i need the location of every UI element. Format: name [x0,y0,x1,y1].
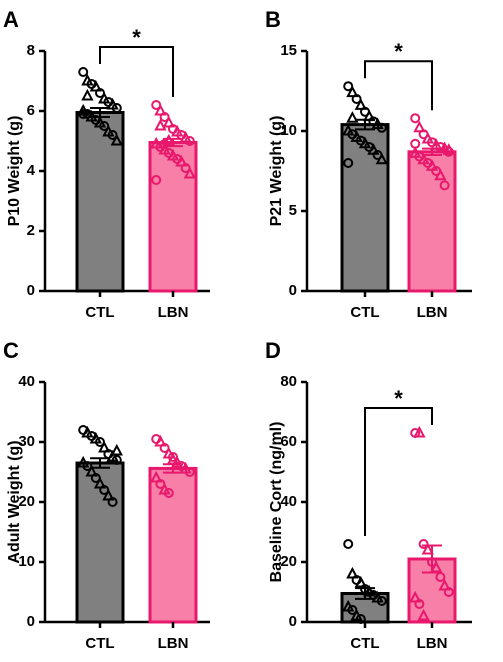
x-tick-label: CTL [85,304,114,321]
data-point [110,443,123,456]
y-tick-label: 5 [289,202,297,219]
y-tick-label: 2 [27,222,35,239]
y-tick-label: 0 [27,282,35,299]
y-tick-label: 40 [18,373,35,390]
significance-bracket [99,46,174,97]
data-point [110,133,123,146]
data-point [183,166,196,179]
data-point [78,67,89,77]
data-point [151,175,162,185]
x-tick-label: LBN [417,635,448,652]
significance-bracket [364,60,433,111]
data-point [417,608,430,621]
y-tick-label: 20 [280,553,297,570]
x-tick-label: CTL [350,635,379,652]
data-point [81,88,94,101]
y-tick-label: 8 [27,42,35,59]
data-point [111,455,122,465]
data-point [410,113,421,124]
data-point [184,467,195,477]
data-point [434,168,447,181]
data-point [375,152,388,165]
data-point [443,587,454,597]
data-point [111,103,122,113]
y-tick-label: 0 [289,613,297,630]
y-tick-label: 0 [289,282,297,299]
data-point [355,614,366,624]
y-tick-label: 40 [280,493,297,510]
data-point [346,111,359,123]
x-tick-label: CTL [85,635,114,652]
data-point [107,497,118,507]
y-tick-label: 30 [18,433,35,450]
y-tick-label: 0 [27,613,35,630]
x-tick-label: LBN [417,304,448,321]
data-point [162,133,175,146]
data-point [376,596,387,606]
data-point [163,488,174,498]
data-point [78,109,89,119]
data-point [442,143,455,155]
significance-label: * [394,386,403,411]
panel-letter: A [3,7,19,32]
panel-letter: B [265,7,281,32]
data-point [421,542,434,555]
y-axis-label: Baseline Cort (ng/ml) [268,422,285,583]
y-tick-label: 60 [280,433,297,450]
x-tick-label: CTL [350,304,379,321]
significance-label: * [394,39,403,64]
y-tick-label: 80 [280,373,297,390]
y-tick-label: 20 [18,493,35,510]
bar [148,141,198,293]
data-point [346,85,359,98]
data-point [154,118,167,131]
y-tick-label: 6 [27,102,35,119]
data-point [413,425,426,438]
y-tick-label: 15 [280,42,297,59]
y-axis-label: P21 Weight (g) [268,116,285,227]
y-tick-label: 4 [27,162,36,179]
significance-label: * [132,25,141,50]
data-point [354,98,367,110]
data-point [343,539,354,549]
y-tick-label: 10 [18,553,35,570]
significance-bracket [364,407,433,536]
data-point [413,120,426,133]
data-point [343,158,354,168]
x-tick-label: LBN [158,635,189,652]
data-point [376,122,387,133]
data-point [439,180,450,191]
y-axis-label: P10 Weight (g) [6,116,23,227]
x-tick-label: LBN [158,304,189,321]
data-point [410,138,421,149]
y-axis-label: Adult Weight (g) [6,440,23,563]
panel-letter: C [3,338,19,363]
y-tick-label: 10 [280,122,297,139]
data-point [414,599,425,609]
panel-letter: D [265,338,281,363]
data-point [184,136,195,146]
